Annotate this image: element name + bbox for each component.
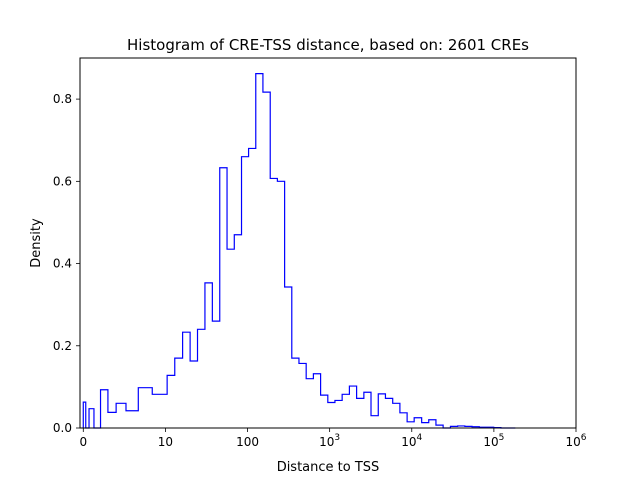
x-axis-ticks: 0 10 100 103 104 105 106 — [79, 428, 587, 449]
y-tick-label: 0.4 — [53, 257, 72, 271]
y-axis-ticks: 0.0 0.2 0.4 0.6 0.8 — [53, 92, 80, 435]
x-tick-label: 0 — [79, 435, 87, 449]
chart-title: Histogram of CRE-TSS distance, based on:… — [127, 36, 529, 54]
histogram-bars — [82, 73, 516, 429]
y-tick-label: 0.6 — [53, 174, 72, 188]
y-axis-label: Density — [29, 218, 44, 268]
x-tick-exponent: 5 — [499, 433, 505, 443]
x-tick-exponent: 6 — [581, 433, 587, 443]
x-tick-label: 10 — [158, 435, 173, 449]
y-tick-label: 0.2 — [53, 339, 72, 353]
y-tick-label: 0.0 — [53, 421, 72, 435]
x-tick-exponent: 3 — [334, 433, 340, 443]
y-tick-label: 0.8 — [53, 92, 72, 106]
histogram-step-line — [82, 73, 516, 429]
x-axis-label: Distance to TSS — [277, 460, 380, 475]
plot-frame — [79, 57, 577, 429]
x-tick-exponent: 4 — [417, 433, 423, 443]
plot-area-background — [80, 58, 576, 428]
x-tick-label: 100 — [236, 435, 259, 449]
